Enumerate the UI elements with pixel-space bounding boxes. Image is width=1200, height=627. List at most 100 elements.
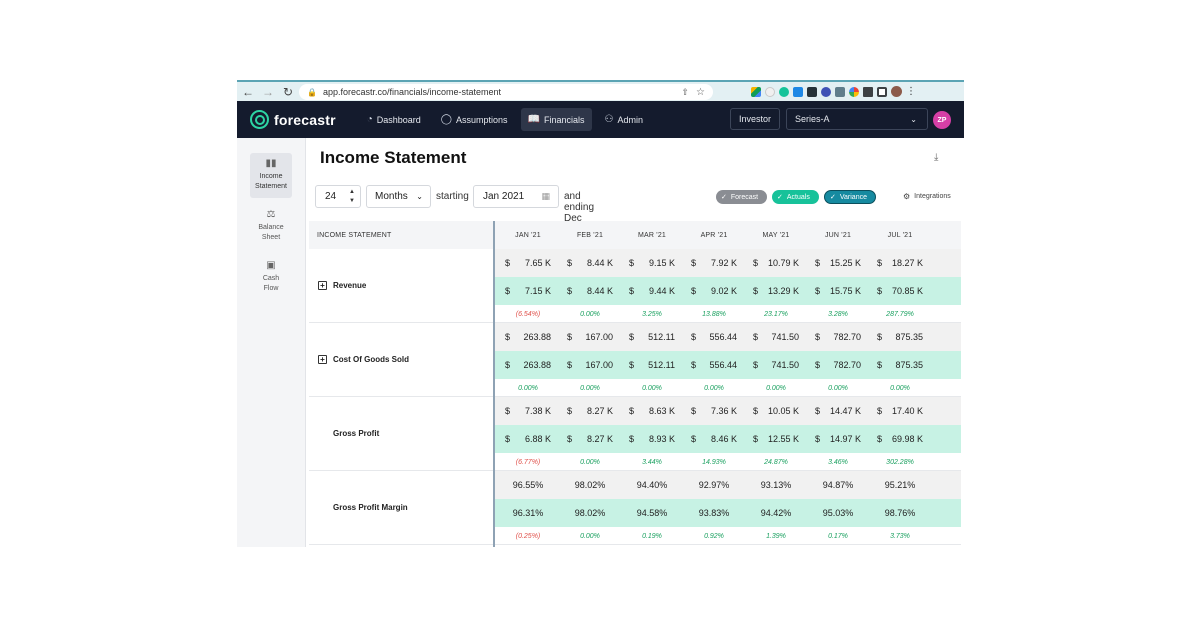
sidebar-item-balance-sheet[interactable]: ⚖ Balance Sheet xyxy=(250,204,292,249)
variance-cell: 3.73% xyxy=(890,532,910,540)
forecast-cell: $512.11 xyxy=(621,323,683,351)
puzzle-icon[interactable] xyxy=(863,86,873,97)
nav-dashboard-label: Dashboard xyxy=(376,114,421,125)
forecast-cell: 94.87% xyxy=(807,471,869,499)
investor-button[interactable]: Investor xyxy=(730,108,780,130)
extension-icon[interactable] xyxy=(793,86,803,97)
variance-cell: 13.88% xyxy=(702,310,726,318)
nav-admin[interactable]: ⚇ Admin xyxy=(598,108,650,131)
row-label[interactable]: + Revenue xyxy=(309,249,493,323)
extension-icon[interactable] xyxy=(807,86,817,97)
bar-chart-icon: ▮▮ xyxy=(265,158,277,169)
cell-value: 93.83% xyxy=(698,508,730,518)
app-header: forecastr ◔ Dashboard ◯ Assumptions 📖 Fi… xyxy=(237,101,964,138)
variance-row: 0.00% 0.00% 0.00% 0.00% 0.00% 0.00% 0.00% xyxy=(495,379,961,397)
currency-symbol: $ xyxy=(629,360,635,370)
user-gear-icon: ⚇ xyxy=(604,114,614,125)
currency-symbol: $ xyxy=(691,360,697,370)
chevron-down-icon[interactable]: ▼ xyxy=(349,198,355,204)
share-icon[interactable]: ⇧ xyxy=(681,86,689,97)
currency-symbol: $ xyxy=(567,332,573,342)
forecast-cell: $17.40 K xyxy=(869,397,931,425)
start-date-field[interactable]: Jan 2021 ▦ xyxy=(473,185,559,208)
star-icon[interactable]: ☆ xyxy=(696,86,705,98)
logo[interactable]: forecastr xyxy=(250,110,336,129)
cell-value: 7.15 K xyxy=(524,286,551,296)
browser-profile-avatar[interactable] xyxy=(891,86,902,97)
expand-plus-icon[interactable]: + xyxy=(318,355,327,364)
forecast-cell: $875.35 xyxy=(869,323,931,351)
gear-icon: ⚙ xyxy=(903,192,911,201)
series-select[interactable]: Series-A ⌄ xyxy=(786,108,928,130)
calendar-icon[interactable]: ▦ xyxy=(541,191,550,201)
variance-cell: (6.54%) xyxy=(515,310,541,318)
sidebar-item-cash-flow[interactable]: ▣ Cash Flow xyxy=(250,255,292,300)
extension-icon[interactable] xyxy=(765,86,775,97)
actual-cell: $8.44 K xyxy=(559,277,621,305)
scale-icon: ⚖ xyxy=(266,209,276,220)
currency-symbol: $ xyxy=(877,258,883,268)
actuals-toggle[interactable]: ✓ Actuals xyxy=(772,190,819,204)
address-bar[interactable]: 🔒 app.forecastr.co/financials/income-sta… xyxy=(299,84,713,100)
variance-cell: 24.87% xyxy=(764,458,788,466)
forecast-cell: $7.92 K xyxy=(683,249,745,277)
sidebar: ▮▮ Income Statement ⚖ Balance Sheet ▣ Ca… xyxy=(237,138,306,547)
download-icon[interactable]: ⤓ xyxy=(934,152,939,163)
period-unit-select[interactable]: Months ⌄ xyxy=(366,185,431,208)
back-arrow-icon[interactable]: ← xyxy=(242,84,254,99)
currency-symbol: $ xyxy=(753,406,759,416)
currency-symbol: $ xyxy=(815,258,821,268)
variance-toggle[interactable]: ✓ Variance xyxy=(824,190,876,204)
period-count-stepper[interactable]: 24 ▲ ▼ xyxy=(315,185,361,208)
stepper-arrows[interactable]: ▲ ▼ xyxy=(349,188,355,206)
currency-symbol: $ xyxy=(877,286,883,296)
table-row: + Cost Of Goods Sold $263.88 $167.00 $512.11… xyxy=(309,323,961,397)
lightbulb-icon: ◯ xyxy=(440,114,452,125)
page-title: Income Statement xyxy=(320,148,467,167)
extension-icon[interactable] xyxy=(821,86,831,97)
nav-assumptions[interactable]: ◯ Assumptions xyxy=(434,108,515,131)
variance-cell: 0.00% xyxy=(890,384,910,392)
extension-icon[interactable] xyxy=(835,86,845,97)
sidebar-item-income-statement[interactable]: ▮▮ Income Statement xyxy=(250,153,292,198)
check-icon: ✓ xyxy=(721,194,727,201)
row-label-text: Gross Profit xyxy=(333,429,380,438)
forecast-toggle[interactable]: ✓ Forecast xyxy=(716,190,767,204)
actual-cell: $14.97 K xyxy=(807,425,869,453)
browser-menu-icon[interactable]: ⋮ xyxy=(906,86,916,97)
forecastr-logo-icon xyxy=(250,110,269,129)
currency-symbol: $ xyxy=(691,434,697,444)
drive-extension-icon[interactable] xyxy=(751,86,761,97)
forward-arrow-icon[interactable]: → xyxy=(262,84,274,99)
currency-symbol: $ xyxy=(629,258,635,268)
currency-symbol: $ xyxy=(753,286,759,296)
sidebar-item-label: Sheet xyxy=(261,234,281,241)
nav-dashboard[interactable]: ◔ Dashboard xyxy=(360,108,428,131)
currency-symbol: $ xyxy=(815,434,821,444)
actual-cell: 98.02% xyxy=(559,499,621,527)
currency-symbol: $ xyxy=(815,360,821,370)
reload-icon[interactable]: ↻ xyxy=(282,84,294,99)
table-row: Gross Profit Margin 96.55% 98.02% 94.40% 92.… xyxy=(309,471,961,545)
month-header: FEB '21 xyxy=(576,231,604,239)
integrations-button[interactable]: ⚙ Integrations xyxy=(903,192,951,201)
grammarly-extension-icon[interactable] xyxy=(779,86,789,97)
expand-plus-icon[interactable]: + xyxy=(318,281,327,290)
chevron-down-icon: ⌄ xyxy=(910,114,917,124)
cell-value: 7.92 K xyxy=(710,258,737,268)
row-label[interactable]: + Cost Of Goods Sold xyxy=(309,323,493,397)
chevron-up-icon[interactable]: ▲ xyxy=(349,189,355,195)
sidebar-panel-icon[interactable] xyxy=(877,86,887,97)
cell-value: 10.05 K xyxy=(767,406,799,416)
cell-value: 7.65 K xyxy=(524,258,551,268)
currency-symbol: $ xyxy=(629,332,635,342)
variance-row: (0.25%) 0.00% 0.19% 0.92% 1.39% 0.17% 3.73% xyxy=(495,527,961,545)
actual-cell: $782.70 xyxy=(807,351,869,379)
variance-cell: 14.93% xyxy=(702,458,726,466)
forecast-cell: $7.65 K xyxy=(497,249,559,277)
nav-financials[interactable]: 📖 Financials xyxy=(520,108,592,131)
cell-value: 94.42% xyxy=(760,508,792,518)
forecast-cell: $10.05 K xyxy=(745,397,807,425)
extension-icon[interactable] xyxy=(849,86,859,97)
user-avatar[interactable]: ZP xyxy=(933,111,951,129)
